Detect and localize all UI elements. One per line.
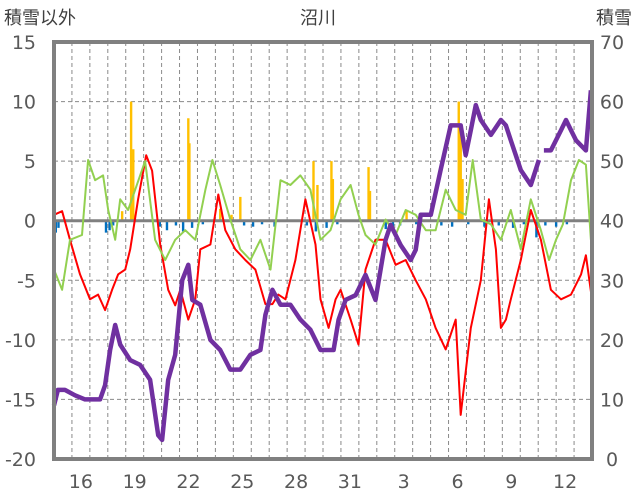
series-blue-bar [181,220,185,232]
series-yellow-bar [316,184,319,221]
series-yellow-bar [368,190,372,221]
series-blue-bar [251,220,255,227]
right-tick-label: 20 [600,330,624,352]
series-blue-bar [384,220,387,230]
x-tick-label: 6 [451,471,463,493]
series-red-line [53,154,593,416]
series-blue-bar [174,220,178,226]
snow-depth-line [51,90,594,443]
right-axis-ticks: 70 60 50 40 30 20 10 0 [600,32,624,471]
series-lines [51,90,594,443]
right-tick-label: 40 [600,211,624,233]
series-blue-bar [190,220,194,228]
right-tick-label: 60 [600,92,624,114]
right-tick-label: 30 [600,270,624,292]
x-tick-label: 22 [176,471,200,493]
series-blue-bar [57,220,60,228]
series-blue-bar [201,220,205,225]
series-blue-bar [273,220,276,227]
left-tick-label: -15 [5,389,36,411]
series-blue-bar [336,220,339,225]
left-tick-label: 5 [24,151,36,173]
series-blue-bar [554,220,558,227]
series-blue-bar [314,220,318,232]
left-tick-label: 10 [12,92,36,114]
series-blue-bar [260,220,264,225]
series-yellow-bar [331,179,335,221]
series-blue-bar [511,220,515,228]
left-axis-ticks: 15 10 5 0 -5 -10 -15 -20 [5,32,36,471]
series-blue-bar [522,220,526,225]
series-blue-bar [158,220,162,227]
series-blue-bar [565,220,569,225]
bars [54,101,569,238]
series-yellow-bar [129,101,133,221]
series-blue-bar [305,220,309,226]
right-tick-label: 70 [600,32,624,54]
plot-frame [52,40,594,461]
series-blue-bar [483,220,486,227]
x-tick-label: 19 [123,471,147,493]
series-yellow-bar [132,149,135,221]
series-yellow-bar [312,161,315,221]
chart-title: 沼川 [300,8,336,29]
left-tick-label: -5 [17,270,36,292]
series-blue-bar [544,220,547,226]
series-yellow-bar [459,125,462,221]
x-tick-label: 16 [69,471,93,493]
series-yellow-bar [219,208,222,221]
series-blue-bar [325,220,328,228]
series-blue-bar [104,220,108,233]
series-blue-bar [108,220,111,231]
series-yellow-bar [239,196,242,221]
series-blue-bar [450,220,454,227]
left-tick-label: 15 [12,32,36,54]
series-yellow-bar [230,214,233,221]
left-tick-label: -20 [5,449,36,471]
series-yellow-bar [367,167,370,221]
x-tick-label: 25 [230,471,254,493]
series-yellow-bar [461,179,464,221]
series-green-line [53,159,592,291]
series-blue-bar [440,220,443,226]
series-blue-bar [497,220,500,226]
series-blue-bar [111,220,115,226]
series-blue-bar [165,220,169,231]
series-blue-bar [415,220,418,225]
series-blue-bar [242,220,246,226]
x-tick-label: 9 [505,471,517,493]
gridlines [54,42,592,459]
x-tick-label: 31 [338,471,362,493]
right-tick-label: 10 [600,389,624,411]
series-yellow-bar [457,101,460,221]
right-tick-label: 50 [600,151,624,173]
x-tick-label: 12 [553,471,577,493]
series-yellow-bar [188,143,191,221]
x-tick-label: 3 [398,471,410,493]
x-axis-ticks: 16 19 22 25 28 31 3 6 9 12 [69,471,577,493]
series-yellow-bar [405,211,408,221]
x-tick-label: 28 [284,471,308,493]
series-yellow-bar [120,211,124,221]
left-axis-title: 積雪以外 [4,8,76,29]
series-blue-bar [467,220,470,225]
right-tick-label: 0 [606,449,618,471]
right-axis-title: 積雪 [596,8,632,29]
left-tick-label: -10 [5,330,36,352]
left-tick-label: 0 [24,211,36,233]
series-yellow-bar [330,161,333,221]
series-blue-bar [391,220,395,227]
